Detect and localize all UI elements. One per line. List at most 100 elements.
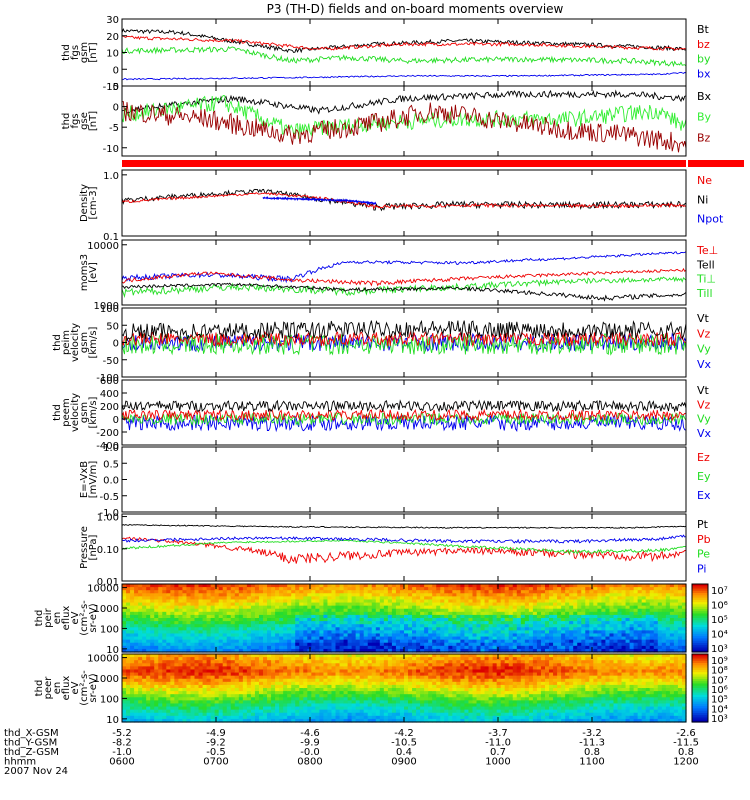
heat-cell: [565, 596, 570, 601]
heat-cell: [190, 648, 196, 653]
heat-cell: [287, 642, 292, 647]
y-axis-label-line: gsm: [79, 332, 90, 353]
heat-cell: [436, 605, 441, 610]
heat-cell: [669, 596, 675, 601]
heat-cell: [162, 681, 167, 686]
heat-cell: [138, 700, 143, 705]
heat-cell: [399, 706, 405, 711]
heat-cell: [234, 684, 240, 689]
heat-cell: [532, 630, 538, 635]
heat-cell: [677, 602, 683, 607]
heat-cell: [226, 715, 232, 720]
heat-cell: [573, 614, 578, 619]
colorbar-cell: [692, 604, 708, 608]
heat-cell: [359, 675, 365, 680]
heat-cell: [295, 624, 300, 628]
heat-cell: [387, 587, 393, 591]
y-tick-label: 10: [106, 645, 119, 656]
heat-cell: [331, 611, 337, 616]
heat-cell: [399, 697, 405, 701]
heat-cell: [186, 666, 192, 671]
heat-cell: [605, 642, 611, 647]
legend-label: Vt: [697, 312, 710, 325]
heat-cell: [242, 709, 248, 714]
heat-cell: [126, 675, 131, 680]
heat-cell: [162, 700, 167, 705]
heat-cell: [234, 593, 240, 597]
heat-cell: [134, 672, 139, 677]
heat-cell: [230, 709, 236, 714]
heat-cell: [210, 611, 216, 616]
heat-cell: [150, 605, 155, 610]
heat-cell: [379, 657, 385, 661]
heat-cell: [242, 681, 248, 686]
heat-cell: [327, 672, 333, 677]
colorbar-cell: [692, 629, 708, 633]
heat-cell: [311, 697, 316, 701]
heat-cell: [593, 633, 598, 638]
heat-cell: [142, 691, 147, 695]
heat-cell: [528, 633, 534, 638]
heat-cell: [178, 669, 184, 674]
heat-cell: [142, 660, 147, 664]
heat-cell: [283, 614, 288, 619]
heat-cell: [657, 614, 663, 619]
heat-cell: [387, 584, 393, 588]
heat-cell: [166, 715, 171, 720]
heat-cell: [649, 636, 655, 641]
heat-cell: [202, 648, 208, 653]
heat-cell: [283, 584, 288, 588]
heat-cell: [500, 587, 506, 591]
heat-cell: [371, 618, 377, 622]
heat-cell: [230, 648, 236, 653]
heat-cell: [496, 614, 502, 619]
heat-cell: [198, 614, 204, 619]
heat-cell: [621, 648, 627, 653]
heat-cell: [448, 608, 453, 613]
heat-cell: [581, 587, 586, 591]
heat-cell: [375, 648, 381, 653]
heat-cell: [246, 712, 252, 717]
heat-cell: [198, 718, 204, 723]
heat-cell: [214, 599, 220, 604]
heat-cell: [142, 688, 147, 692]
heat-cell: [677, 584, 683, 588]
heat-cell: [311, 648, 316, 653]
heat-cell: [424, 608, 429, 613]
heat-cell: [307, 681, 312, 686]
heat-cell: [287, 599, 292, 604]
heat-cell: [226, 648, 232, 653]
heat-cell: [512, 630, 518, 635]
y-tick-label: 20: [106, 32, 119, 43]
heat-cell: [254, 599, 260, 604]
heat-cell: [460, 648, 466, 653]
heat-cell: [589, 590, 594, 594]
heat-cell: [480, 593, 486, 597]
heat-cell: [355, 608, 361, 613]
heat-cell: [613, 627, 619, 631]
heat-cell: [178, 718, 184, 723]
heat-cell: [186, 681, 192, 686]
heat-cell: [315, 624, 320, 628]
heat-cell: [436, 624, 441, 628]
heat-cell: [299, 672, 304, 677]
heat-cell: [512, 636, 518, 641]
heat-cell: [202, 706, 208, 711]
heat-cell: [351, 633, 357, 638]
heat-cell: [613, 587, 619, 591]
heat-cell: [432, 645, 437, 650]
heat-cell: [404, 630, 409, 635]
heat-cell: [601, 611, 607, 616]
heat-cell: [267, 587, 272, 591]
heat-cell: [440, 648, 445, 653]
heat-cell: [371, 703, 377, 708]
heat-cell: [492, 621, 498, 625]
heat-cell: [496, 636, 502, 641]
heat-cell: [383, 672, 389, 677]
heat-cell: [186, 691, 192, 695]
heat-cell: [178, 611, 184, 616]
heat-cell: [448, 605, 453, 610]
heat-cell: [569, 587, 574, 591]
heat-cell: [271, 611, 276, 616]
heat-cell: [214, 691, 220, 695]
